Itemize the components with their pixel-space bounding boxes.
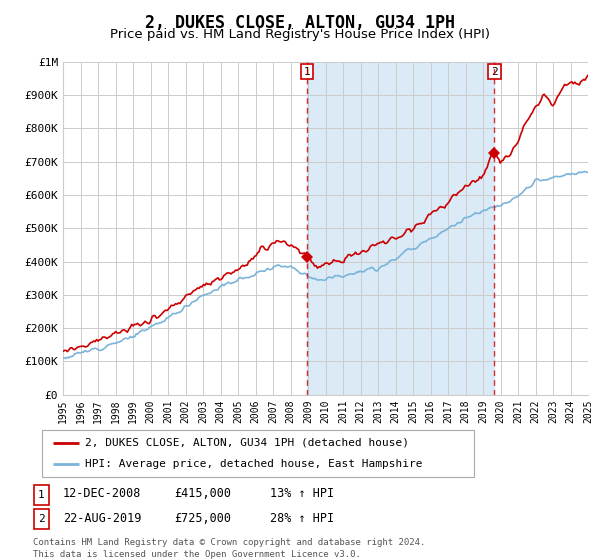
Text: 1: 1 [304, 67, 311, 77]
FancyBboxPatch shape [34, 509, 49, 529]
Text: 2: 2 [38, 514, 45, 524]
Text: 22-AUG-2019: 22-AUG-2019 [63, 511, 142, 525]
Text: 2, DUKES CLOSE, ALTON, GU34 1PH (detached house): 2, DUKES CLOSE, ALTON, GU34 1PH (detache… [85, 438, 409, 448]
FancyBboxPatch shape [34, 485, 49, 505]
Text: £415,000: £415,000 [174, 487, 231, 501]
Text: 1: 1 [38, 490, 45, 500]
Text: 2, DUKES CLOSE, ALTON, GU34 1PH: 2, DUKES CLOSE, ALTON, GU34 1PH [145, 14, 455, 32]
Text: £725,000: £725,000 [174, 511, 231, 525]
Text: Price paid vs. HM Land Registry's House Price Index (HPI): Price paid vs. HM Land Registry's House … [110, 28, 490, 41]
Text: 2: 2 [491, 67, 498, 77]
Text: 12-DEC-2008: 12-DEC-2008 [63, 487, 142, 501]
FancyBboxPatch shape [42, 430, 474, 477]
Text: 13% ↑ HPI: 13% ↑ HPI [270, 487, 334, 501]
Text: Contains HM Land Registry data © Crown copyright and database right 2024.: Contains HM Land Registry data © Crown c… [33, 538, 425, 547]
Text: HPI: Average price, detached house, East Hampshire: HPI: Average price, detached house, East… [85, 459, 423, 469]
Bar [307, 62, 494, 395]
Text: 28% ↑ HPI: 28% ↑ HPI [270, 511, 334, 525]
Text: This data is licensed under the Open Government Licence v3.0.: This data is licensed under the Open Gov… [33, 550, 361, 559]
